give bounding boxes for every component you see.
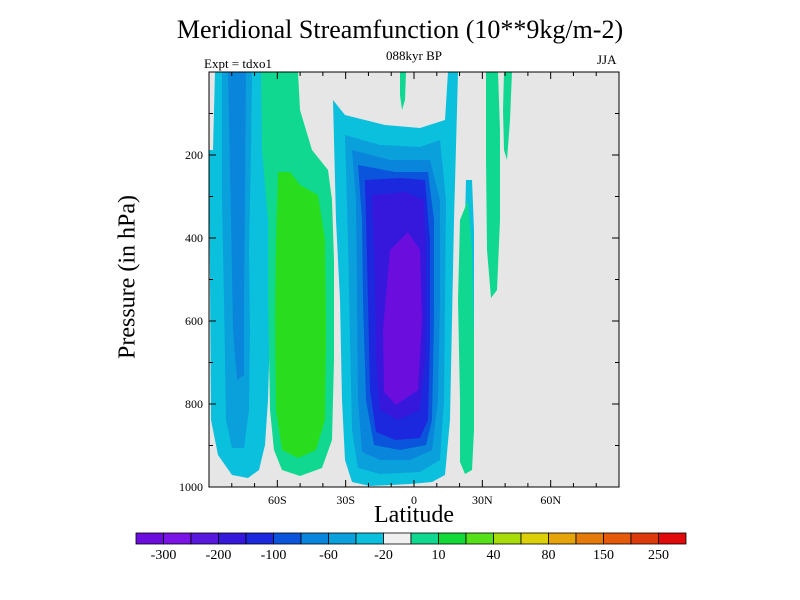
colorbar-swatch	[493, 532, 522, 545]
colorbar-swatch	[135, 532, 164, 545]
colorbar-label: -200	[206, 548, 232, 563]
contour-teal-nh-upper	[486, 72, 500, 298]
contour-darkblue-left	[228, 72, 246, 380]
x-axis-label: Latitude	[374, 502, 454, 528]
contour-teal-nh-thin	[503, 72, 512, 160]
colorbar-swatch	[520, 532, 549, 545]
colorbar-label: -20	[374, 548, 393, 563]
colorbar-label: 40	[487, 548, 501, 563]
contour-teal-nh-low	[458, 200, 474, 474]
colorbar-swatch	[658, 532, 687, 545]
colorbar-swatch	[383, 532, 412, 545]
contour-fills	[209, 72, 512, 486]
y-tick-label: 1000	[179, 480, 203, 494]
colorbar-label: -60	[319, 548, 338, 563]
y-tick-label: 400	[185, 231, 203, 245]
x-tick-label: 60S	[268, 493, 287, 507]
contour-green-sh	[275, 172, 326, 458]
colorbar-label: -100	[261, 548, 287, 563]
colorbar-swatch	[465, 532, 494, 545]
x-tick-label: 30S	[336, 493, 355, 507]
chart-subtitle: 088kyr BP	[386, 48, 442, 63]
x-axis-ticks: 60S 30S 0 30N 60N	[231, 72, 597, 507]
colorbar-label: -300	[151, 548, 177, 563]
colorbar-swatch	[438, 532, 467, 545]
colorbar-swatch	[218, 532, 247, 545]
colorbar-label: 250	[648, 548, 669, 563]
season-label: JJA	[597, 52, 617, 67]
y-tick-label: 600	[185, 314, 203, 328]
y-axis-ticks: 200 400 600 800 1000	[179, 113, 619, 494]
y-tick-label: 200	[185, 148, 203, 162]
plot-area: 60S 30S 0 30N 60N 200 400 600 800 1000	[179, 71, 620, 507]
colorbar-label: 10	[432, 548, 446, 563]
x-tick-label: 60N	[540, 493, 561, 507]
colorbar-swatch	[410, 532, 439, 545]
contour-purple-core	[383, 232, 422, 405]
colorbar-swatch	[630, 532, 659, 545]
colorbar-swatch	[328, 532, 357, 545]
colorbar-swatch	[163, 532, 192, 545]
experiment-label: Expt = tdxo1	[204, 56, 272, 71]
colorbar-label: 80	[542, 548, 556, 563]
colorbar: -300 -200 -100 -60 -20 10 40 80 150 250	[135, 532, 687, 563]
x-tick-label: 0	[411, 493, 417, 507]
colorbar-label: 150	[593, 548, 614, 563]
colorbar-swatch	[190, 532, 219, 545]
colorbar-swatch	[355, 532, 384, 545]
colorbar-swatch	[300, 532, 329, 545]
colorbar-swatch	[245, 532, 274, 545]
colorbar-swatch	[273, 532, 302, 545]
chart-title: Meridional Streamfunction (10**9kg/m-2)	[176, 15, 624, 44]
x-tick-label: 30N	[472, 493, 493, 507]
colorbar-swatch	[575, 532, 604, 545]
colorbar-swatch	[548, 532, 577, 545]
colorbar-swatch	[603, 532, 632, 545]
y-tick-label: 800	[185, 397, 203, 411]
contour-teal-equator-top	[400, 72, 406, 110]
